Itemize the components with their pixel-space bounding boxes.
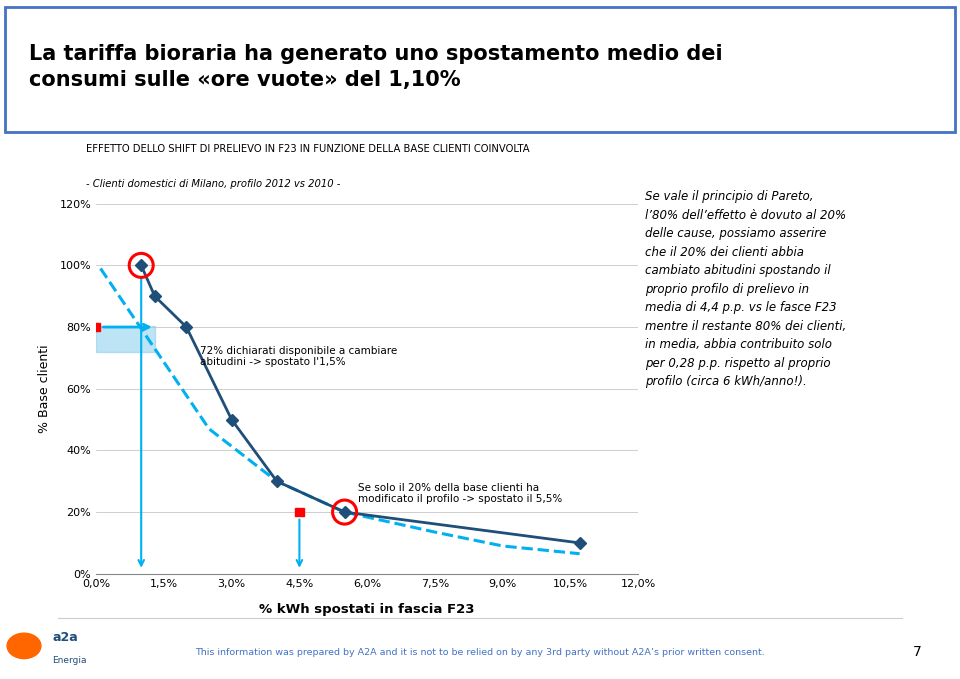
Text: - Clienti domestici di Milano, profilo 2012 vs 2010 -: - Clienti domestici di Milano, profilo 2…: [86, 179, 341, 189]
Text: EFFETTO DELLO SHIFT DI PRELIEVO IN F23 IN FUNZIONE DELLA BASE CLIENTI COINVOLTA: EFFETTO DELLO SHIFT DI PRELIEVO IN F23 I…: [86, 145, 530, 154]
Text: Se solo il 20% della base clienti ha
modificato il profilo -> spostato il 5,5%: Se solo il 20% della base clienti ha mod…: [358, 483, 563, 504]
Y-axis label: % Base clienti: % Base clienti: [38, 344, 51, 433]
Text: 7: 7: [913, 645, 922, 659]
Text: Energia: Energia: [53, 656, 87, 665]
Text: 72% dichiarati disponibile a cambiare
abitudini -> spostato l'1,5%: 72% dichiarati disponibile a cambiare ab…: [200, 346, 397, 367]
Bar: [296, 508, 303, 516]
Bar: [92, 323, 100, 331]
Text: La tariffa bioraria ha generato uno spostamento medio dei
consumi sulle «ore vuo: La tariffa bioraria ha generato uno spos…: [29, 44, 722, 90]
Bar: [96, 325, 155, 352]
Text: Se vale il principio di Pareto,
l’80% dell’effetto è dovuto al 20%
delle cause, : Se vale il principio di Pareto, l’80% de…: [645, 190, 847, 388]
X-axis label: % kWh spostati in fascia F23: % kWh spostati in fascia F23: [259, 602, 475, 615]
Text: This information was prepared by A2A and it is not to be relied on by any 3rd pa: This information was prepared by A2A and…: [195, 648, 765, 657]
Circle shape: [7, 634, 41, 659]
Text: a2a: a2a: [53, 631, 78, 644]
